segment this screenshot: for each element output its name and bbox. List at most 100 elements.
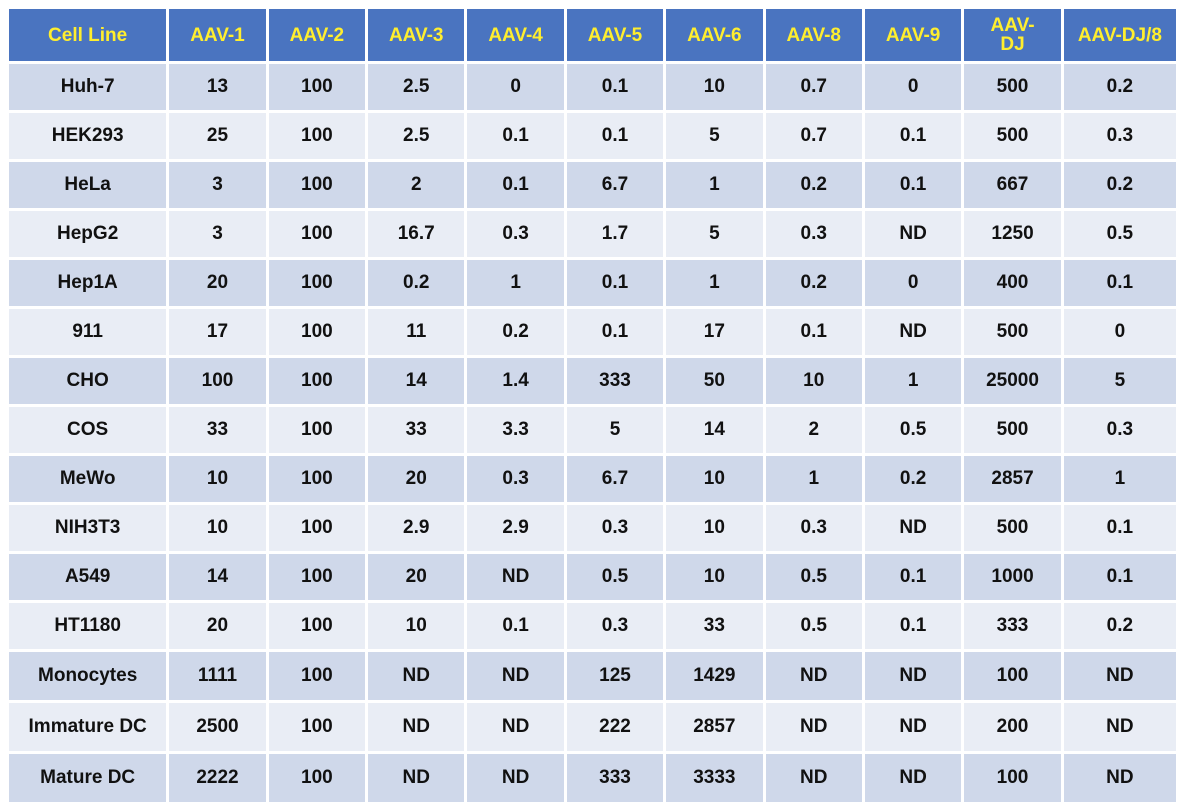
value-cell: 0.2 [368,260,465,306]
value-cell: 0.1 [467,113,564,159]
table-row: MeWo 10 100 20 0.3 6.7 10 1 0.2 2857 1 [9,456,1176,502]
value-cell: 0 [864,64,962,110]
value-cell: 100 [268,260,366,306]
column-header-9: AAV- DJ [964,9,1061,61]
value-cell: 100 [964,754,1061,802]
value-cell: 0.5 [566,554,664,600]
row-label-cell: MeWo [9,456,167,502]
value-cell: 100 [268,407,366,453]
value-cell: 100 [268,554,366,600]
value-cell: 0.1 [467,603,564,649]
column-header-1: AAV-1 [169,9,266,61]
row-label-cell: Monocytes [9,652,167,700]
row-label-cell: Huh-7 [9,64,167,110]
value-cell: 14 [666,407,763,453]
value-cell: 20 [368,554,465,600]
value-cell: 1 [467,260,564,306]
value-cell: 2500 [169,703,266,751]
data-table: Cell Line AAV-1 AAV-2 AAV-3 AAV-4 AAV-5 AAV-6 A… [6,6,1179,805]
value-cell: 0.2 [1063,603,1176,649]
row-label-cell: CHO [9,358,167,404]
value-cell: 400 [964,260,1061,306]
row-label-cell: A549 [9,554,167,600]
value-cell: ND [765,754,862,802]
table-row: Immature DC 2500 100 ND ND 222 2857 ND ND 200 ND [9,703,1176,751]
value-cell: 0.1 [1063,505,1176,551]
value-cell: 0.1 [765,309,862,355]
column-header-4: AAV-4 [467,9,564,61]
value-cell: 17 [169,309,266,355]
value-cell: 333 [566,754,664,802]
value-cell: 3 [169,162,266,208]
value-cell: ND [467,754,564,802]
value-cell: 10 [666,64,763,110]
value-cell: 6.7 [566,162,664,208]
value-cell: 0.1 [467,162,564,208]
value-cell: 2.9 [467,505,564,551]
value-cell: 333 [964,603,1061,649]
value-cell: 500 [964,407,1061,453]
row-label-cell: HEK293 [9,113,167,159]
value-cell: 500 [964,505,1061,551]
value-cell: ND [765,652,862,700]
value-cell: ND [1063,652,1176,700]
value-cell: ND [1063,754,1176,802]
value-cell: ND [368,703,465,751]
column-header-3: AAV-3 [368,9,465,61]
value-cell: 0 [1063,309,1176,355]
value-cell: 0.7 [765,113,862,159]
value-cell: 2857 [964,456,1061,502]
value-cell: ND [864,703,962,751]
value-cell: 0.5 [765,554,862,600]
value-cell: 100 [268,358,366,404]
value-cell: 17 [666,309,763,355]
value-cell: 33 [368,407,465,453]
table-row: HEK293 25 100 2.5 0.1 0.1 5 0.7 0.1 500 0.3 [9,113,1176,159]
value-cell: 500 [964,64,1061,110]
value-cell: 0.3 [765,505,862,551]
row-label-cell: Hep1A [9,260,167,306]
value-cell: 125 [566,652,664,700]
value-cell: 0.3 [467,211,564,257]
column-header-10: AAV-DJ/8 [1063,9,1176,61]
value-cell: 5 [666,211,763,257]
table-body: Huh-7 13 100 2.5 0 0.1 10 0.7 0 500 0.2 HEK293 25 100… [9,64,1176,802]
value-cell: 100 [268,505,366,551]
table-row: Hep1A 20 100 0.2 1 0.1 1 0.2 0 400 0.1 [9,260,1176,306]
value-cell: 50 [666,358,763,404]
value-cell: 0.2 [467,309,564,355]
value-cell: 10 [666,554,763,600]
value-cell: ND [864,505,962,551]
row-label-cell: Immature DC [9,703,167,751]
value-cell: 0.3 [566,505,664,551]
value-cell: 0.5 [864,407,962,453]
value-cell: 0.3 [1063,113,1176,159]
value-cell: 2 [765,407,862,453]
value-cell: 1.4 [467,358,564,404]
value-cell: ND [864,754,962,802]
value-cell: 100 [268,211,366,257]
value-cell: 1 [666,162,763,208]
value-cell: 3 [169,211,266,257]
table-row: Monocytes 1111 100 ND ND 125 1429 ND ND 100 ND [9,652,1176,700]
value-cell: ND [467,703,564,751]
value-cell: 100 [268,703,366,751]
column-header-8: AAV-9 [864,9,962,61]
value-cell: 0.2 [1063,162,1176,208]
row-label-cell: NIH3T3 [9,505,167,551]
value-cell: ND [368,652,465,700]
value-cell: 100 [964,652,1061,700]
row-label-cell: Mature DC [9,754,167,802]
value-cell: 0 [864,260,962,306]
value-cell: ND [864,211,962,257]
value-cell: 33 [169,407,266,453]
value-cell: 100 [268,603,366,649]
column-header-5: AAV-5 [566,9,664,61]
value-cell: 100 [268,162,366,208]
table-row: COS 33 100 33 3.3 5 14 2 0.5 500 0.3 [9,407,1176,453]
table-row: Huh-7 13 100 2.5 0 0.1 10 0.7 0 500 0.2 [9,64,1176,110]
value-cell: 14 [169,554,266,600]
value-cell: 1 [1063,456,1176,502]
value-cell: 1250 [964,211,1061,257]
value-cell: 100 [268,754,366,802]
